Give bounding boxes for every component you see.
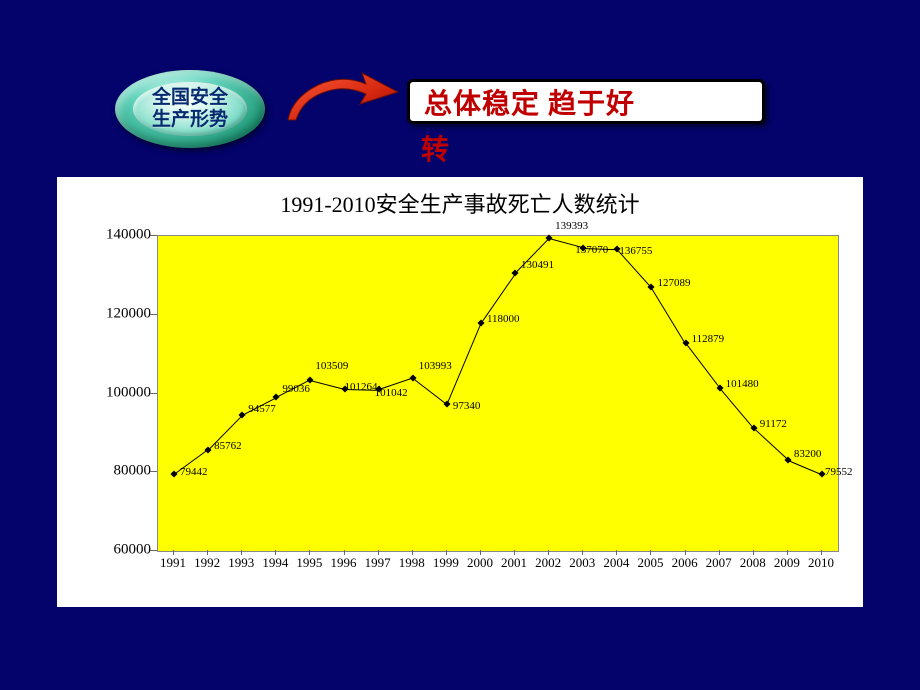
chart-data-label: 137070: [575, 244, 608, 256]
badge-line1: 全国安全: [152, 87, 228, 109]
chart-data-label: 97340: [453, 400, 481, 412]
x-axis-label: 2006: [672, 555, 698, 571]
x-axis-tick: [173, 550, 174, 555]
chart-line-segment: [719, 388, 754, 429]
y-axis-label: 100000: [71, 384, 151, 401]
x-axis-label: 2007: [706, 555, 732, 571]
chart-data-label: 99036: [282, 383, 310, 395]
y-axis-tick: [150, 471, 157, 472]
callout-main-text: 总体稳定 趋于好: [424, 82, 635, 122]
chart-data-label: 83200: [794, 448, 822, 460]
chart-line-segment: [310, 380, 344, 390]
x-axis-tick: [514, 550, 515, 555]
x-axis-tick: [309, 550, 310, 555]
x-axis-tick: [207, 550, 208, 555]
x-axis-label: 2003: [569, 555, 595, 571]
x-axis-tick: [753, 550, 754, 555]
chart-data-point: [170, 471, 177, 478]
x-axis-label: 1993: [228, 555, 254, 571]
x-axis-tick: [821, 550, 822, 555]
chart-data-label: 130491: [521, 259, 554, 271]
chart-line-segment: [412, 378, 447, 405]
chart-data-label: 112879: [692, 333, 725, 345]
x-axis-label: 2002: [535, 555, 561, 571]
summary-callout: 总体稳定 趋于好: [407, 79, 765, 124]
arrow-icon: [280, 70, 400, 125]
chart-data-label: 79552: [825, 466, 853, 478]
x-axis-tick: [480, 550, 481, 555]
chart-data-label: 103509: [315, 360, 348, 372]
y-axis-tick: [150, 393, 157, 394]
y-axis-tick: [150, 314, 157, 315]
x-axis-tick: [787, 550, 788, 555]
chart-line-segment: [788, 460, 823, 475]
x-axis-label: 2005: [637, 555, 663, 571]
chart-line-segment: [685, 343, 720, 389]
chart-panel: 1991-2010安全生产事故死亡人数统计 79442 85762 94577 990…: [57, 177, 863, 607]
x-axis-tick: [685, 550, 686, 555]
x-axis-label: 1994: [262, 555, 288, 571]
chart-data-label: 94577: [248, 403, 276, 415]
situation-badge: 全国安全 生产形势: [115, 70, 265, 148]
x-axis-label: 1998: [399, 555, 425, 571]
chart-data-point: [648, 283, 655, 290]
x-axis-label: 1995: [296, 555, 322, 571]
x-axis-label: 1991: [160, 555, 186, 571]
chart-data-label: 79442: [180, 466, 208, 478]
chart-data-point: [443, 400, 450, 407]
chart-data-label: 103993: [419, 360, 452, 372]
x-axis-tick: [548, 550, 549, 555]
chart-data-label: 101264: [345, 381, 378, 393]
y-axis-label: 120000: [71, 305, 151, 322]
x-axis-label: 1992: [194, 555, 220, 571]
y-axis-label: 60000: [71, 542, 151, 559]
chart-data-label: 85762: [214, 440, 242, 452]
badge-line2: 生产形势: [152, 109, 228, 131]
x-axis-tick: [582, 550, 583, 555]
y-axis-label: 80000: [71, 463, 151, 480]
x-axis-tick: [378, 550, 379, 555]
x-axis-label: 2010: [808, 555, 834, 571]
x-axis-label: 2009: [774, 555, 800, 571]
header: 全国安全 生产形势 总体稳定 趋于好 转: [0, 0, 920, 140]
chart-data-label: 139393: [555, 220, 588, 232]
chart-data-label: 101480: [726, 378, 759, 390]
x-axis-label: 1999: [433, 555, 459, 571]
y-axis-label: 140000: [71, 227, 151, 244]
chart-line-segment: [753, 428, 788, 460]
x-axis-tick: [412, 550, 413, 555]
chart-line-segment: [651, 287, 686, 344]
callout-extra-text: 转: [421, 128, 449, 168]
y-axis-tick: [150, 235, 157, 236]
chart-title: 1991-2010安全生产事故死亡人数统计: [57, 187, 863, 219]
x-axis-tick: [616, 550, 617, 555]
x-axis-label: 2008: [740, 555, 766, 571]
y-axis-tick: [150, 550, 157, 551]
x-axis-tick: [719, 550, 720, 555]
x-axis-tick: [344, 550, 345, 555]
x-axis-label: 1996: [331, 555, 357, 571]
badge-text: 全国安全 生产形势: [115, 70, 265, 148]
chart-plot-area: 79442 85762 94577 99036 103509 101264101042 10…: [157, 235, 839, 552]
x-axis-label: 2000: [467, 555, 493, 571]
x-axis-tick: [241, 550, 242, 555]
x-axis-label: 1997: [365, 555, 391, 571]
chart-data-label: 136755: [619, 245, 652, 257]
x-axis-tick: [275, 550, 276, 555]
x-axis-label: 2001: [501, 555, 527, 571]
chart-data-label: 101042: [375, 387, 408, 399]
chart-data-label: 127089: [657, 277, 690, 289]
chart-data-label: 118000: [487, 313, 520, 325]
x-axis-tick: [446, 550, 447, 555]
chart-data-label: 91172: [760, 418, 787, 430]
x-axis-tick: [650, 550, 651, 555]
x-axis-label: 2004: [603, 555, 629, 571]
